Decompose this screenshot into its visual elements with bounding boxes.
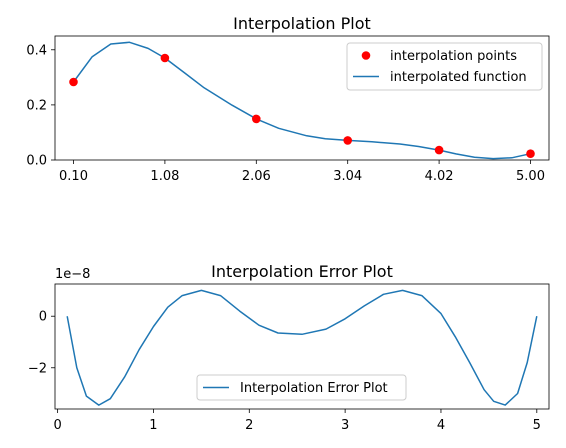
chart2-x-tick-label: 4 (437, 418, 445, 433)
chart1-x-tick-label: 5.00 (516, 169, 545, 184)
chart2-x-tick-label: 1 (149, 418, 157, 433)
chart1-x-tick-label: 1.08 (150, 169, 179, 184)
chart1-data-point-3 (343, 136, 353, 145)
chart1-legend-label-0: interpolation points (390, 49, 517, 64)
chart2-series-line-0 (66, 289, 538, 406)
chart1-legend-marker-0 (361, 51, 371, 60)
chart1-x-tick-label: 0.10 (59, 169, 88, 184)
chart1-x-tick-label: 4.02 (425, 169, 454, 184)
chart1-plot-frame (54, 35, 550, 161)
chart1-data-point-5 (526, 149, 535, 158)
chart1-x-tick-label: 2.06 (242, 169, 271, 184)
chart1-y-tick-label: 0.0 (26, 154, 47, 169)
chart2-title: Interpolation Error Plot (211, 262, 393, 281)
chart1-y-tick-label: 0.2 (26, 98, 47, 113)
chart2-y-tick-label: −2 (28, 361, 47, 376)
chart1-data-point-2 (251, 114, 261, 124)
chart2-offset-label: 1e−8 (55, 267, 90, 282)
chart2-x-tick-label: 2 (245, 418, 253, 433)
chart2-legend-label-0: Interpolation Error Plot (240, 381, 388, 396)
chart1-data-point-0 (69, 77, 78, 87)
chart1-data-point-1 (160, 53, 170, 63)
chart1-data-point-4 (434, 145, 444, 155)
chart2-plot-frame (54, 283, 550, 410)
chart2-y-tick-label: 0 (39, 310, 47, 325)
chart1-title: Interpolation Plot (233, 14, 371, 33)
chart2-x-tick-label: 0 (53, 418, 61, 433)
chart2-x-tick-label: 3 (341, 418, 349, 433)
chart1-series-line-1 (72, 41, 531, 160)
chart1-legend-box (346, 42, 543, 91)
chart2-x-tick-label: 5 (533, 418, 541, 433)
chart2-legend-box (196, 374, 407, 401)
chart1-legend-label-1: interpolated function (390, 70, 527, 85)
chart1-y-tick-label: 0.4 (26, 43, 47, 58)
chart1-x-tick-label: 3.04 (333, 169, 362, 184)
